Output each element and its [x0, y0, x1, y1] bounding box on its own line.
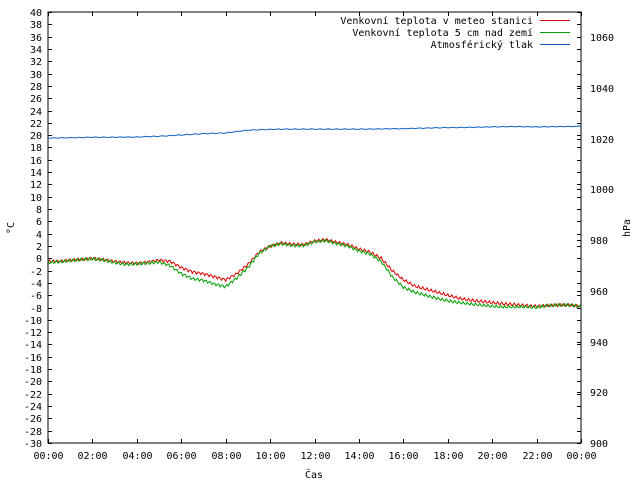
x-tick-label: 18:00 [433, 451, 463, 462]
y-tick-label: 24 [30, 107, 42, 118]
x-tick-label: 04:00 [122, 451, 152, 462]
series-line-2 [47, 238, 582, 309]
y-tick-label: 14 [30, 168, 42, 179]
y-tick-label: -6 [30, 291, 42, 302]
y-tick-label: -14 [24, 340, 42, 351]
y-tick-label: 32 [30, 57, 42, 68]
x-tick-label: 22:00 [522, 451, 552, 462]
y-tick-label: 20 [30, 131, 42, 142]
y-tick-label: 18 [30, 143, 42, 154]
x-tick-label: 16:00 [388, 451, 418, 462]
y2-tick-label: 960 [590, 287, 608, 298]
y2-tick-label: 1040 [590, 84, 614, 95]
y-tick-label: 16 [30, 156, 42, 167]
series-line-1 [47, 237, 582, 309]
y-tick-label: -2 [30, 267, 42, 278]
y-tick-label: 4 [36, 230, 42, 241]
y-tick-label: -8 [30, 304, 42, 315]
y-tick-label: 22 [30, 119, 42, 130]
y2-tick-label: 900 [590, 439, 608, 450]
y2-tick-label: 1020 [590, 135, 614, 146]
y2-tick-label: 1060 [590, 33, 614, 44]
y-tick-label: -16 [24, 353, 42, 364]
x-tick-label: 06:00 [166, 451, 196, 462]
x-tick-label: 20:00 [477, 451, 507, 462]
y-tick-label: 12 [30, 180, 42, 191]
y-tick-label: 36 [30, 33, 42, 44]
y-tick-label: 8 [36, 205, 42, 216]
y-tick-label: -22 [24, 390, 42, 401]
y-tick-label: 40 [30, 8, 42, 19]
y-axis-title: °C [6, 222, 17, 234]
y-tick-label: -4 [30, 279, 42, 290]
y-tick-label: -26 [24, 414, 42, 425]
x-tick-label: 10:00 [255, 451, 285, 462]
series-lines [47, 125, 582, 309]
x-tick-label: 02:00 [77, 451, 107, 462]
y-tick-label: 0 [36, 254, 42, 265]
y-tick-label: 28 [30, 82, 42, 93]
y-tick-label: -20 [24, 377, 42, 388]
x-tick-label: 12:00 [300, 451, 330, 462]
y-tick-label: -18 [24, 365, 42, 376]
x-tick-label: 08:00 [211, 451, 241, 462]
y-tick-label: 38 [30, 20, 42, 31]
x-axis-title: Čas [305, 468, 323, 480]
y-tick-label: 30 [30, 70, 42, 81]
x-tick-label: 00:00 [33, 451, 63, 462]
y-tick-label: -10 [24, 316, 42, 327]
y-tick-label: 10 [30, 193, 42, 204]
y-tick-label: -28 [24, 427, 42, 438]
y-tick-label: -12 [24, 328, 42, 339]
y2-tick-label: 1000 [590, 185, 614, 196]
y2-tick-label: 980 [590, 236, 608, 247]
y-tick-label: -30 [24, 439, 42, 450]
y-tick-label: -24 [24, 402, 42, 413]
y2-axis-ticks: 900 920 940 960 980 1000 1020 1040 1060 [577, 33, 614, 450]
y-tick-label: 2 [36, 242, 42, 253]
x-tick-label: 14:00 [344, 451, 374, 462]
legend: Venkovní teplota v meteo staniciVenkovní… [340, 15, 570, 51]
y2-tick-label: 940 [590, 338, 608, 349]
y-tick-label: 26 [30, 94, 42, 105]
x-tick-label: 00:00 [566, 451, 596, 462]
legend-label: Venkovní teplota v meteo stanici [340, 15, 533, 27]
legend-label: Atmosférický tlak [431, 39, 533, 51]
series-line-3 [47, 125, 582, 139]
plot-frame [47, 11, 582, 444]
y-axis-ticks: -30-28-26-24-22-20-18-16-14-12-10-8-6-4-… [24, 8, 581, 450]
x-axis-ticks: 00:00 02:00 04:00 06:00 08:00 10:00 12:00 14:00… [33, 12, 597, 462]
y2-axis-title: hPa [622, 219, 633, 237]
y-tick-label: 34 [30, 45, 42, 56]
y2-tick-label: 920 [590, 388, 608, 399]
legend-label: Venkovní teplota 5 cm nad zemí [352, 27, 533, 39]
y-tick-label: 6 [36, 217, 42, 228]
